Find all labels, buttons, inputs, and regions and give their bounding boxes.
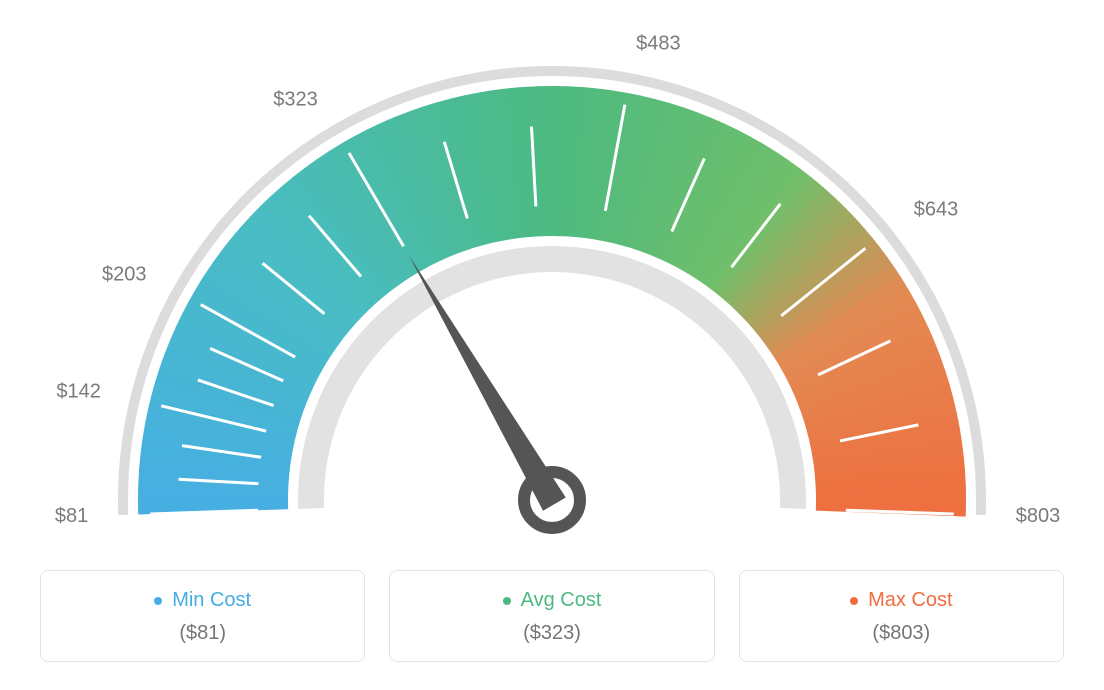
legend-value-avg: ($323) [400,622,703,645]
gauge-svg: $81 $142 $203 $323 $483 $643 $803 [0,0,1104,560]
legend-value-max: ($803) [750,622,1053,645]
tick-label: $203 [102,263,147,285]
legend-label-avg: Avg Cost [503,589,602,612]
chart-container: $81 $142 $203 $323 $483 $643 $803 Min Cost ($8… [0,0,1104,690]
legend-text-avg: Avg Cost [521,589,602,612]
legend-label-max: Max Cost [850,589,952,612]
legend-dot-avg [503,597,511,605]
legend-text-max: Max Cost [868,589,952,612]
legend-label-min: Min Cost [154,589,251,612]
tick-label: $643 [914,198,959,220]
legend-value-min: ($81) [51,622,354,645]
legend-card-min: Min Cost ($81) [40,570,365,662]
legend-dot-min [154,597,162,605]
tick-label: $803 [1016,505,1060,527]
legend-card-max: Max Cost ($803) [739,570,1064,662]
gauge-area: $81 $142 $203 $323 $483 $643 $803 [0,0,1104,560]
legend-text-min: Min Cost [172,589,251,612]
tick-label: $323 [273,88,318,110]
legend-dot-max [850,597,858,605]
tick-label: $483 [636,33,681,55]
legend-row: Min Cost ($81) Avg Cost ($323) Max Cost … [0,570,1104,662]
legend-card-avg: Avg Cost ($323) [389,570,714,662]
tick-label: $81 [55,505,88,527]
tick-label: $142 [56,380,101,402]
